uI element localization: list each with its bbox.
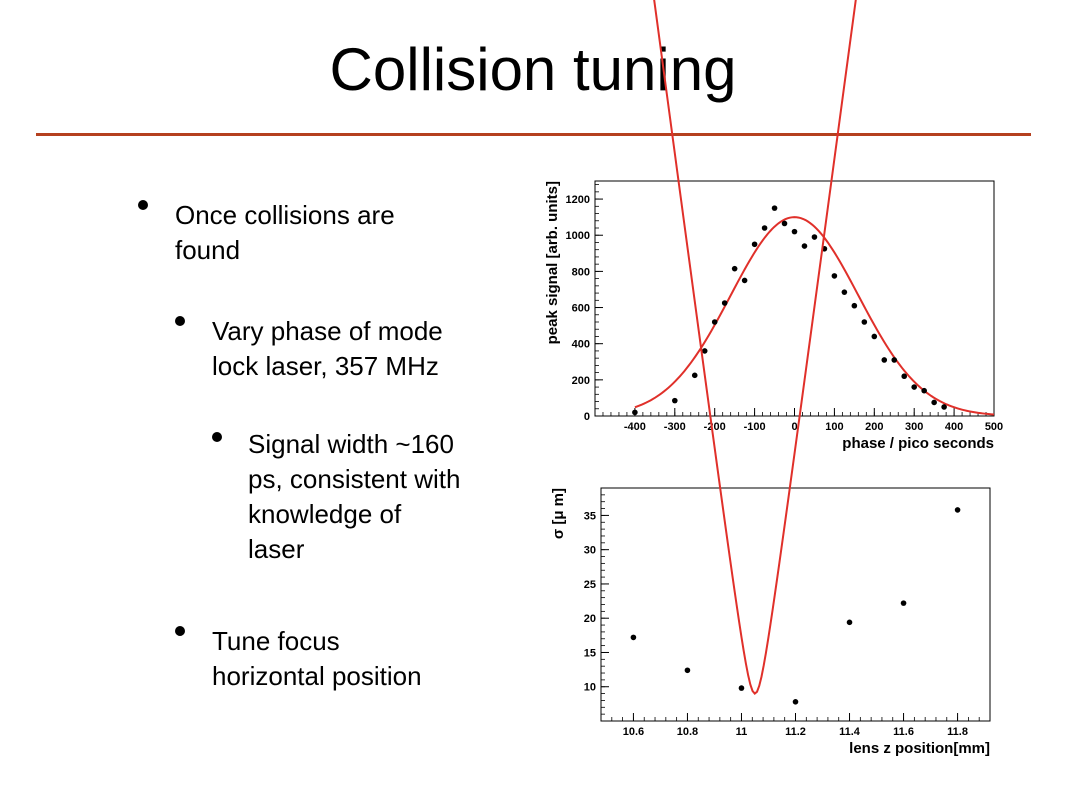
x-tick-label: 10.8 — [677, 726, 698, 738]
y-tick-label: 25 — [584, 579, 596, 591]
data-point — [632, 409, 638, 416]
data-point — [861, 319, 868, 325]
bullet-line: lock laser, 357 MHz — [212, 351, 439, 381]
data-point — [738, 685, 745, 691]
fit-curve — [634, 216, 995, 416]
data-point — [851, 302, 858, 309]
data-point — [801, 243, 808, 249]
bullet-line: Vary phase of mode — [212, 316, 443, 346]
data-point — [691, 372, 698, 379]
y-tick-label: 200 — [572, 375, 590, 387]
x-tick-label: -400 — [624, 421, 646, 433]
y-axis-label: peak signal [arb. units] — [544, 181, 561, 344]
y-tick-label: 400 — [572, 339, 590, 351]
data-point — [672, 397, 678, 404]
data-point — [811, 234, 818, 240]
y-axis-label: σ [μ m] — [550, 488, 567, 539]
data-point — [831, 273, 838, 279]
x-axis-label: lens z position[mm] — [849, 740, 990, 757]
y-tick-label: 1000 — [566, 230, 590, 242]
y-tick-label: 20 — [584, 613, 596, 625]
fit-curve — [653, 0, 857, 695]
y-tick-label: 0 — [584, 411, 590, 423]
data-point — [841, 289, 848, 295]
slide-title: Collision tuning — [329, 36, 737, 103]
data-point — [792, 699, 799, 705]
bullet-line: horizontal position — [212, 661, 422, 691]
x-tick-label: 400 — [945, 421, 963, 433]
data-point — [771, 205, 778, 211]
bullet-line: knowledge of — [248, 499, 402, 529]
focus-scan-chart: 10.6 10.8 11 11.2 11.4 11.6 11.8 10 15 20 25 30 35 le… — [550, 0, 991, 757]
y-tick-label: 600 — [572, 303, 590, 315]
y-tick-label: 800 — [572, 266, 590, 278]
data-point — [731, 265, 738, 272]
data-point — [711, 319, 718, 325]
data-point — [954, 507, 961, 513]
bullet-line: Once collisions are — [175, 200, 395, 230]
data-point — [911, 384, 917, 390]
x-tick-label: -100 — [744, 421, 766, 433]
data-point — [721, 300, 728, 306]
x-axis-label: phase / pico seconds — [842, 435, 994, 452]
plot-frame — [600, 487, 991, 722]
data-point — [941, 404, 947, 410]
x-tick-label: 500 — [985, 421, 1003, 433]
data-point — [846, 619, 853, 626]
data-point — [684, 667, 691, 674]
data-point — [881, 357, 888, 363]
bullet-line: laser — [248, 534, 305, 564]
bullet-level2: Tune focus horizontal position — [212, 624, 422, 694]
x-tick-label: -200 — [704, 421, 726, 433]
bullet-line: Tune focus — [212, 626, 340, 656]
x-tick-label: 300 — [905, 421, 923, 433]
x-tick-label: 11.8 — [947, 726, 968, 738]
bullet-level2: Vary phase of mode lock laser, 357 MHz — [212, 314, 443, 384]
data-point — [701, 348, 708, 354]
x-tick-label: 11 — [736, 726, 748, 738]
data-point — [751, 241, 758, 248]
phase-scan-chart: -400 -300 -200 -100 0 100 200 300 400 500 0 200 400 6… — [544, 180, 1003, 452]
bullet-line: ps, consistent with — [248, 464, 461, 494]
x-tick-label: 100 — [825, 421, 843, 433]
x-tick-label: 10.6 — [623, 726, 644, 738]
data-point — [630, 634, 637, 641]
x-tick-label: 11.2 — [785, 726, 806, 738]
x-tick-label: 200 — [865, 421, 883, 433]
data-point — [791, 228, 798, 235]
bullet-line: found — [175, 235, 241, 265]
data-point — [900, 600, 907, 606]
y-tick-label: 15 — [584, 647, 596, 659]
data-point — [761, 225, 768, 231]
bullet-dot — [212, 432, 222, 442]
y-tick-label: 35 — [584, 510, 596, 522]
x-tick-label: 11.4 — [839, 726, 861, 738]
bullet-dot — [175, 316, 185, 326]
data-point — [781, 220, 788, 227]
data-point — [741, 277, 748, 284]
data-point — [891, 357, 898, 363]
x-tick-label: 11.6 — [893, 726, 914, 738]
bullet-line: Signal width ~160 — [248, 429, 454, 459]
bullet-dot — [138, 200, 148, 210]
data-point — [901, 373, 908, 380]
data-point — [921, 387, 927, 394]
y-tick-label: 1200 — [566, 194, 590, 206]
y-tick-label: 30 — [584, 545, 596, 557]
y-tick-label: 10 — [584, 682, 596, 694]
bullet-level3: Signal width ~160 ps, consistent with kn… — [248, 427, 460, 567]
data-point — [871, 333, 878, 340]
bullet-level1: Once collisions are found — [175, 198, 395, 268]
data-point — [931, 399, 937, 406]
x-tick-label: -300 — [664, 421, 686, 433]
bullet-dot — [175, 626, 185, 636]
title-rule — [36, 133, 1031, 136]
x-tick-label: 0 — [791, 421, 797, 433]
